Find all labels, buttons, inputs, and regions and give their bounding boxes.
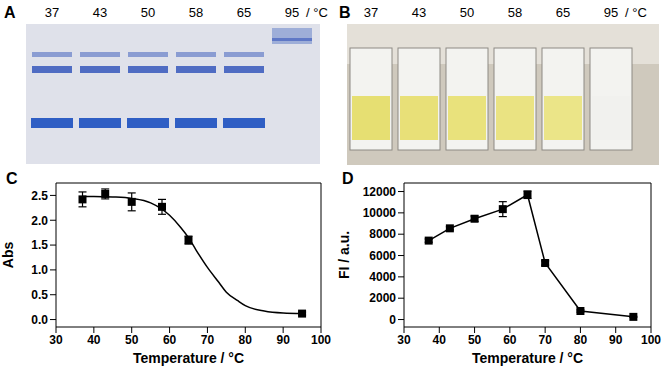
svg-text:80: 80 — [574, 333, 588, 347]
svg-text:70: 70 — [538, 333, 552, 347]
svg-text:8000: 8000 — [369, 227, 396, 241]
svg-text:65: 65 — [237, 5, 251, 20]
svg-text:58: 58 — [189, 5, 203, 20]
svg-text:60: 60 — [503, 333, 517, 347]
svg-text:2.0: 2.0 — [31, 214, 48, 228]
svg-text:1.5: 1.5 — [31, 238, 48, 252]
svg-text:2000: 2000 — [369, 291, 396, 305]
svg-text:40: 40 — [433, 333, 447, 347]
svg-text:50: 50 — [141, 5, 155, 20]
html-text:D: D — [342, 170, 354, 187]
svg-text:40: 40 — [87, 333, 101, 347]
svg-text:0.5: 0.5 — [31, 288, 48, 302]
svg-text:60: 60 — [163, 333, 177, 347]
svg-text:4000: 4000 — [369, 270, 396, 284]
svg-text:Temperature / °C: Temperature / °C — [472, 350, 583, 366]
svg-text:30: 30 — [397, 333, 411, 347]
svg-text:B: B — [339, 4, 351, 21]
svg-text:90: 90 — [276, 333, 290, 347]
svg-text:12000: 12000 — [363, 185, 397, 199]
svg-text:100: 100 — [641, 333, 661, 347]
svg-text:43: 43 — [93, 5, 107, 20]
svg-text:65: 65 — [556, 5, 570, 20]
svg-text:95: 95 — [604, 5, 618, 20]
svg-text:/ °C: / °C — [625, 5, 647, 20]
svg-text:95: 95 — [285, 5, 299, 20]
svg-text:70: 70 — [201, 333, 215, 347]
svg-text:10000: 10000 — [363, 206, 397, 220]
svg-text:2.5: 2.5 — [31, 189, 48, 203]
svg-text:43: 43 — [412, 5, 426, 20]
svg-text:100: 100 — [311, 333, 331, 347]
html-text:C: C — [6, 170, 18, 187]
svg-text:37: 37 — [45, 5, 59, 20]
svg-text:80: 80 — [239, 333, 253, 347]
svg-text:58: 58 — [508, 5, 522, 20]
svg-text:30: 30 — [49, 333, 63, 347]
svg-text:/ °C: / °C — [306, 5, 328, 20]
svg-text:Abs: Abs — [0, 242, 16, 269]
svg-text:FI / a.u.: FI / a.u. — [336, 231, 352, 279]
svg-text:6000: 6000 — [369, 249, 396, 263]
svg-text:50: 50 — [468, 333, 482, 347]
svg-text:0: 0 — [389, 313, 396, 327]
svg-text:50: 50 — [125, 333, 139, 347]
svg-text:A: A — [4, 4, 16, 21]
svg-text:1.0: 1.0 — [31, 263, 48, 277]
svg-text:37: 37 — [364, 5, 378, 20]
svg-text:Temperature / °C: Temperature / °C — [133, 350, 244, 366]
svg-text:50: 50 — [460, 5, 474, 20]
svg-text:0.0: 0.0 — [31, 313, 48, 327]
svg-text:90: 90 — [609, 333, 623, 347]
